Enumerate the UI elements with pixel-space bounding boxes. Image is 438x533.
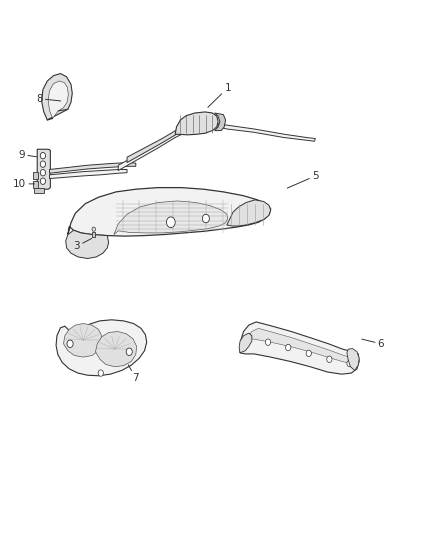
Polygon shape bbox=[218, 124, 315, 141]
Polygon shape bbox=[215, 113, 226, 131]
Polygon shape bbox=[114, 201, 228, 235]
Polygon shape bbox=[347, 349, 359, 370]
Circle shape bbox=[98, 370, 103, 376]
Polygon shape bbox=[64, 324, 102, 357]
Polygon shape bbox=[175, 112, 218, 135]
Polygon shape bbox=[42, 74, 72, 120]
Text: 9: 9 bbox=[18, 150, 37, 159]
Text: 3: 3 bbox=[73, 238, 92, 251]
Text: 1: 1 bbox=[208, 83, 231, 107]
Polygon shape bbox=[240, 322, 359, 374]
Polygon shape bbox=[49, 169, 127, 179]
Circle shape bbox=[246, 334, 251, 340]
Polygon shape bbox=[95, 332, 137, 367]
Circle shape bbox=[40, 152, 46, 159]
Polygon shape bbox=[33, 172, 38, 179]
Polygon shape bbox=[56, 320, 147, 376]
Circle shape bbox=[166, 217, 175, 228]
Polygon shape bbox=[245, 328, 357, 364]
Polygon shape bbox=[66, 230, 109, 259]
Text: 6: 6 bbox=[362, 339, 385, 349]
Circle shape bbox=[265, 339, 271, 345]
Text: 5: 5 bbox=[287, 171, 319, 188]
Circle shape bbox=[327, 356, 332, 362]
Text: 10: 10 bbox=[13, 179, 35, 189]
Polygon shape bbox=[118, 129, 184, 171]
Polygon shape bbox=[227, 200, 271, 226]
Circle shape bbox=[126, 348, 132, 356]
Circle shape bbox=[40, 169, 46, 176]
Polygon shape bbox=[48, 81, 68, 118]
Text: 7: 7 bbox=[128, 365, 139, 383]
Polygon shape bbox=[239, 333, 252, 353]
Polygon shape bbox=[49, 163, 136, 173]
Circle shape bbox=[40, 161, 46, 167]
Text: 8: 8 bbox=[36, 94, 61, 103]
Circle shape bbox=[40, 178, 46, 184]
Polygon shape bbox=[33, 181, 38, 188]
Circle shape bbox=[67, 340, 73, 348]
Polygon shape bbox=[68, 188, 271, 236]
Polygon shape bbox=[127, 123, 191, 163]
Polygon shape bbox=[92, 232, 95, 237]
Polygon shape bbox=[37, 149, 50, 189]
Polygon shape bbox=[34, 188, 44, 193]
Circle shape bbox=[347, 360, 352, 367]
Circle shape bbox=[202, 214, 209, 223]
Circle shape bbox=[306, 350, 311, 357]
Circle shape bbox=[286, 344, 291, 351]
Circle shape bbox=[92, 227, 95, 231]
